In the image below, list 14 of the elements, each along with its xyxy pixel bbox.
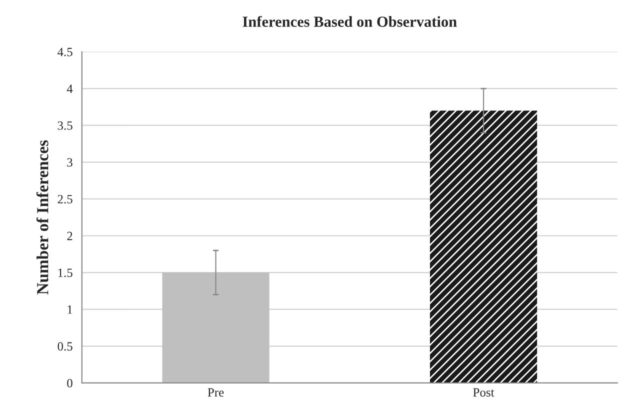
y-tick-label: 2 bbox=[67, 232, 72, 240]
y-tick-label: 1.5 bbox=[58, 268, 72, 278]
y-axis-title: Number of Inferences bbox=[36, 140, 48, 294]
y-tick-label: 3 bbox=[67, 158, 72, 167]
x-tick-label: Post bbox=[473, 388, 494, 397]
y-tick-label: 3.5 bbox=[58, 121, 72, 130]
y-tick-label: 4.5 bbox=[57, 48, 72, 56]
y-tick-label: 0.5 bbox=[58, 342, 72, 351]
chart-title: Inferences Based on Observation bbox=[242, 16, 457, 27]
y-tick-label: 2.5 bbox=[58, 195, 72, 204]
y-tick-label: 1 bbox=[68, 305, 72, 314]
y-tick-label: 0 bbox=[67, 378, 72, 388]
x-tick-label: Pre bbox=[208, 388, 224, 397]
y-tick-label: 4 bbox=[66, 84, 73, 93]
